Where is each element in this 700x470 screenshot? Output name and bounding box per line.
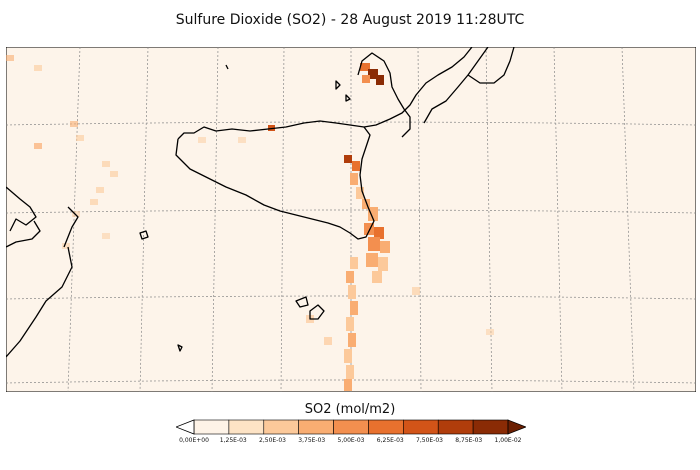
colorbar-title: SO2 (mol/m2) <box>304 402 396 417</box>
colorbar-segments <box>193 419 509 435</box>
colorbar-extend-high <box>507 419 526 435</box>
colorbar-tick-label: 6,25E-03 <box>376 437 404 444</box>
colorbar-tick-label: 5,00E-03 <box>337 437 365 444</box>
colorbar-segment <box>298 419 334 435</box>
colorbar-segment <box>333 419 369 435</box>
colorbar-extend-low <box>176 419 195 435</box>
colorbar-segment <box>437 419 474 435</box>
colorbar-tick-label: 1,25E-03 <box>219 437 247 444</box>
colorbar-segment <box>368 419 404 435</box>
coastlines <box>6 47 515 358</box>
colorbar-tick-label: 1,00E-02 <box>494 437 522 444</box>
colorbar-segment <box>263 419 299 435</box>
colorbar-segment <box>228 419 265 435</box>
colorbar-tick-label: 3,75E-03 <box>298 437 326 444</box>
colorbar-segment <box>403 419 439 435</box>
colorbar-segment <box>472 419 509 435</box>
colorbar-tick-label: 7,50E-03 <box>416 437 443 444</box>
colorbar-tick-label: 2,50E-03 <box>259 437 286 444</box>
colorbar-segment <box>193 419 230 435</box>
colorbar-tick-label: 0,00E+00 <box>179 437 209 444</box>
colorbar-tick-label: 8,75E-03 <box>455 437 483 444</box>
colorbar <box>176 419 526 435</box>
map-title: Sulfure Dioxide (SO2) - 28 August 2019 1… <box>175 12 525 28</box>
so2-map <box>6 47 696 392</box>
